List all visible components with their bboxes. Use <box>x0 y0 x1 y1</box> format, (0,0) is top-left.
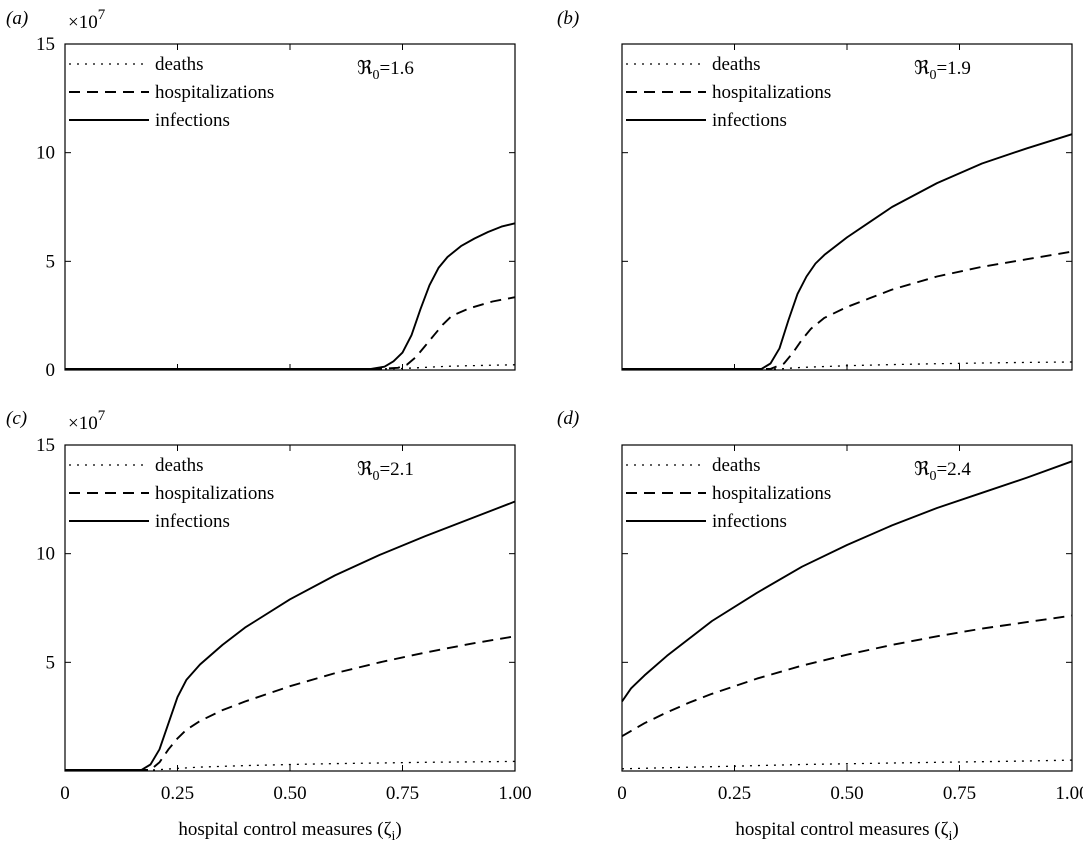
legend-label: infections <box>712 110 787 131</box>
legend-label: deaths <box>155 455 204 476</box>
series-hospitalizations <box>65 296 516 370</box>
legend-label: infections <box>155 511 230 532</box>
series-hospitalizations <box>622 250 1073 370</box>
x-tick-label: 0.50 <box>830 783 863 804</box>
legend-label: hospitalizations <box>712 82 831 103</box>
r0-annotation: ℜ0=2.1 <box>357 459 414 484</box>
y-tick-label: 5 <box>46 251 56 272</box>
legend-label: deaths <box>712 54 761 75</box>
x-tick-label: 0.25 <box>718 783 751 804</box>
x-axis-label: hospital control measures (ζi) <box>178 819 401 843</box>
y-tick-label: 15 <box>36 34 55 55</box>
x-tick-label: 0.75 <box>943 783 976 804</box>
panel-b: (b) deaths hospitalizations infections ℜ0=1.… <box>557 8 1073 371</box>
panel-label: (b) <box>557 8 579 29</box>
panel-label: (a) <box>6 8 28 29</box>
panel-label: (c) <box>6 408 27 429</box>
x-tick-label: 0.50 <box>273 783 306 804</box>
x-tick-label: 0 <box>617 783 627 804</box>
x-tick-label: 1.00 <box>1055 783 1083 804</box>
panel-d: (d) 0 0.25 0.50 0.75 1.00 deaths hospitalizatio… <box>557 408 1083 843</box>
panel-c: (c) ×107 0 0.25 0.50 0.75 1.00 5 10 15 deaths hospi… <box>6 408 532 843</box>
y-tick-label: 15 <box>36 435 55 456</box>
x-tick-label: 0 <box>60 783 70 804</box>
legend-label: hospitalizations <box>155 82 274 103</box>
r0-annotation: ℜ0=1.6 <box>357 58 414 83</box>
panel-label: (d) <box>557 408 579 429</box>
axis-exponent: ×107 <box>68 408 106 434</box>
x-axis-label: hospital control measures (ζi) <box>735 819 958 843</box>
y-tick-label: 0 <box>46 360 56 381</box>
legend-label: infections <box>712 511 787 532</box>
panel-a: (a) ×107 0 5 10 15 deaths hospitalizations infec… <box>6 7 516 381</box>
series-hospitalizations <box>621 614 1073 738</box>
legend-label: deaths <box>155 54 204 75</box>
series-infections <box>65 500 516 771</box>
x-tick-label: 0.25 <box>161 783 194 804</box>
series-deaths <box>621 759 1073 770</box>
series-infections <box>622 133 1073 370</box>
y-tick-label: 10 <box>36 143 55 164</box>
r0-annotation: ℜ0=1.9 <box>914 58 971 83</box>
series-hospitalizations <box>65 635 516 771</box>
r0-annotation: ℜ0=2.4 <box>914 459 971 484</box>
series-infections <box>621 460 1073 703</box>
legend-label: hospitalizations <box>155 483 274 504</box>
x-tick-label: 1.00 <box>498 783 531 804</box>
x-tick-label: 0.75 <box>386 783 419 804</box>
legend-label: deaths <box>712 455 761 476</box>
legend-label: infections <box>155 110 230 131</box>
legend-label: hospitalizations <box>712 483 831 504</box>
axis-exponent: ×107 <box>68 7 106 33</box>
series-infections <box>65 222 516 370</box>
y-tick-label: 10 <box>36 544 55 565</box>
y-tick-label: 5 <box>46 652 56 673</box>
series-deaths <box>65 760 516 771</box>
